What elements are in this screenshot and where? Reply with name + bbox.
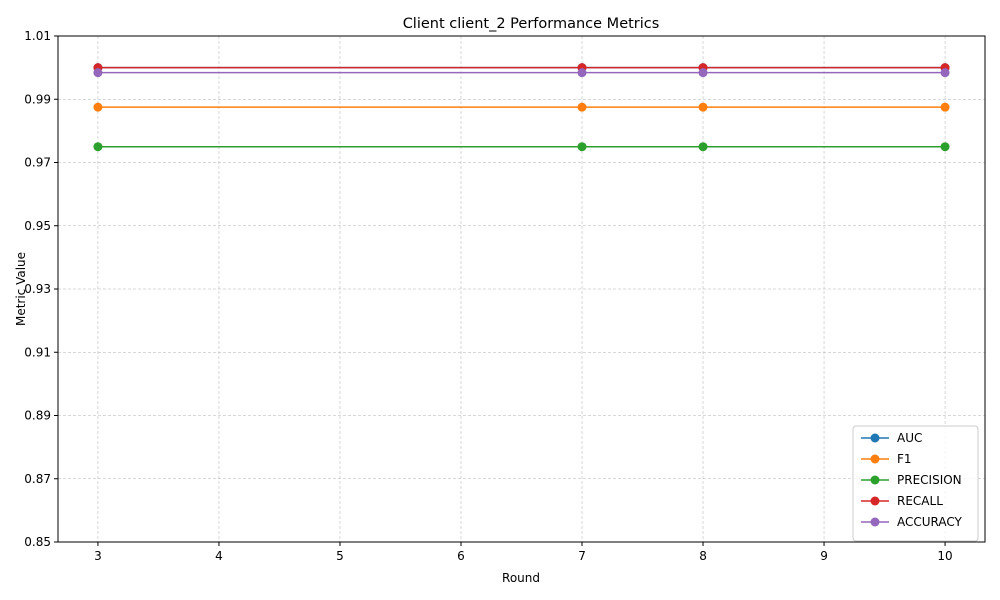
x-axis-label: Round [502, 571, 540, 585]
legend-label: AUC [897, 431, 922, 445]
y-axis-label: Metric Value [14, 252, 28, 326]
y-tick-label: 0.89 [24, 409, 51, 423]
data-point-accuracy [940, 68, 950, 78]
data-point-f1 [940, 102, 950, 112]
legend: AUC F1 PRECISION RECALL ACCURACY [852, 425, 979, 542]
data-point-accuracy [93, 68, 103, 78]
legend-swatch-marker [870, 433, 880, 443]
x-axis-ticks: 3 4 5 6 7 8 9 10 [94, 542, 953, 563]
y-tick-label: 0.91 [24, 345, 51, 359]
data-point-f1 [698, 102, 708, 112]
y-tick-label: 0.99 [24, 92, 51, 106]
legend-entry-precision: PRECISION [861, 473, 962, 487]
legend-entry-f1: F1 [861, 452, 912, 466]
series-precision [93, 142, 950, 152]
x-tick-label: 3 [94, 549, 102, 563]
y-tick-label: 0.87 [24, 472, 51, 486]
x-tick-label: 7 [578, 549, 586, 563]
y-tick-label: 0.85 [24, 535, 51, 549]
x-tick-label: 4 [215, 549, 223, 563]
data-point-precision [577, 142, 587, 152]
legend-label: PRECISION [897, 473, 962, 487]
legend-label: RECALL [897, 494, 943, 508]
legend-entry-accuracy: ACCURACY [861, 515, 963, 529]
data-point-accuracy [577, 68, 587, 78]
y-tick-label: 0.95 [24, 219, 51, 233]
legend-swatch-marker [870, 496, 880, 506]
legend-label: ACCURACY [897, 515, 963, 529]
grid-lines [58, 35, 985, 543]
chart-title: Client client_2 Performance Metrics [403, 16, 660, 32]
x-tick-label: 10 [937, 549, 952, 563]
y-tick-label: 0.97 [24, 156, 51, 170]
legend-entry-recall: RECALL [861, 494, 943, 508]
legend-swatch-marker [870, 475, 880, 485]
x-tick-label: 9 [820, 549, 828, 563]
data-point-accuracy [698, 68, 708, 78]
x-tick-label: 5 [336, 549, 344, 563]
legend-box [852, 425, 979, 542]
data-point-precision [940, 142, 950, 152]
series-layer [93, 63, 950, 152]
series-recall [93, 63, 950, 73]
legend-swatch-marker [870, 454, 880, 464]
series-f1 [93, 102, 950, 112]
data-point-f1 [577, 102, 587, 112]
legend-label: F1 [897, 452, 912, 466]
data-point-precision [698, 142, 708, 152]
y-tick-label: 1.01 [24, 29, 51, 43]
x-tick-label: 6 [457, 549, 465, 563]
data-point-f1 [93, 102, 103, 112]
y-axis-ticks: 0.85 0.87 0.89 0.91 0.93 0.95 0.97 0.99 1.01 [24, 29, 58, 549]
legend-entry-auc: AUC [861, 431, 922, 445]
data-point-precision [93, 142, 103, 152]
legend-swatch-marker [870, 517, 880, 527]
y-tick-label: 0.93 [24, 282, 51, 296]
x-tick-label: 8 [699, 549, 707, 563]
series-accuracy [93, 68, 950, 78]
